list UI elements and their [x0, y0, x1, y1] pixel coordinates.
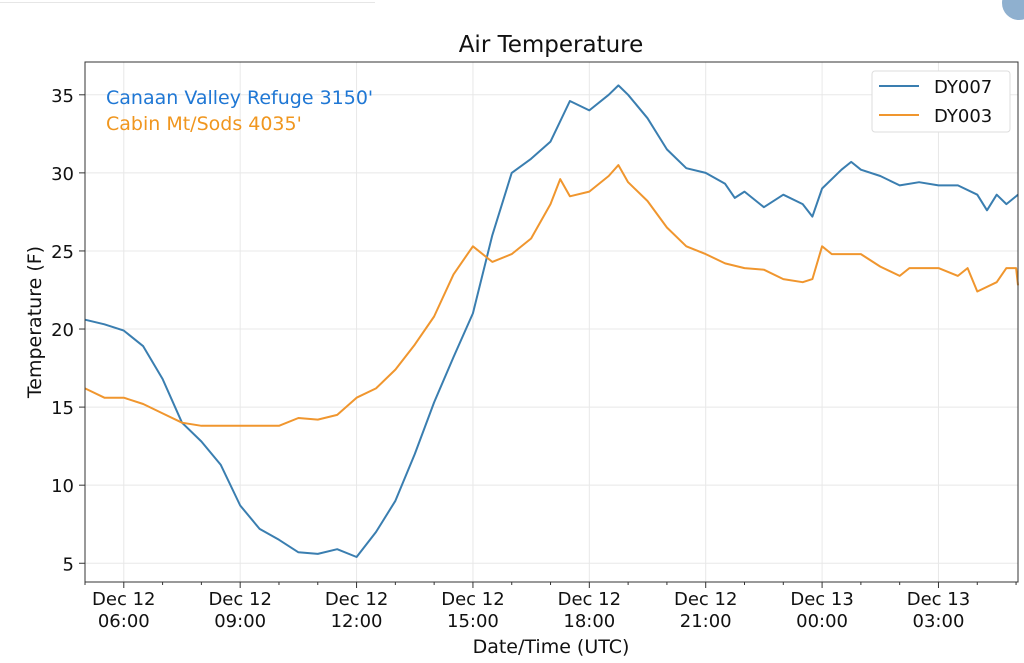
series-line-dy003	[84, 164, 1019, 427]
y-tick-label: 25	[51, 242, 74, 263]
x-tick-label-date: Dec 12	[674, 589, 737, 610]
legend-label-dy003: DY003	[934, 106, 992, 127]
x-axis-label: Date/Time (UTC)	[473, 636, 630, 658]
top-divider	[0, 2, 375, 3]
x-tick-label-date: Dec 13	[790, 589, 853, 610]
x-tick-label-time: 09:00	[214, 611, 266, 632]
x-tick-label-time: 00:00	[796, 611, 848, 632]
x-tick-label-date: Dec 12	[325, 589, 388, 610]
x-tick-label-time: 03:00	[913, 611, 965, 632]
y-axis-label: Temperature (F)	[24, 246, 46, 399]
annotation-cabin-mt: Cabin Mt/Sods 4035'	[106, 113, 302, 135]
series-lines	[84, 84, 1019, 558]
y-tick-label: 5	[63, 554, 74, 575]
legend: DY007 DY003	[871, 70, 1011, 133]
y-tick-label: 35	[51, 86, 74, 107]
corner-avatar	[1002, 0, 1024, 20]
y-tick-label: 20	[51, 320, 74, 341]
x-tick-label-date: Dec 12	[441, 589, 504, 610]
x-tick-label-time: 12:00	[331, 611, 383, 632]
x-tick-label-time: 06:00	[98, 611, 150, 632]
grid	[85, 62, 1018, 582]
x-tick-label-date: Dec 12	[208, 589, 271, 610]
x-tick-label-time: 21:00	[680, 611, 732, 632]
y-tick-label: 15	[51, 398, 74, 419]
x-tick-label-date: Dec 13	[907, 589, 970, 610]
y-tick-label: 10	[51, 476, 74, 497]
annotation-canaan-valley: Canaan Valley Refuge 3150'	[106, 87, 373, 109]
y-tick-label: 30	[51, 164, 74, 185]
x-tick-label-date: Dec 12	[558, 589, 621, 610]
x-tick-label-time: 18:00	[563, 611, 615, 632]
legend-label-dy007: DY007	[934, 77, 992, 98]
series-line-dy007	[84, 84, 1019, 558]
chart-title: Air Temperature	[459, 32, 644, 58]
x-tick-label-date: Dec 12	[92, 589, 155, 610]
x-tick-label-time: 15:00	[447, 611, 499, 632]
plot-frame	[84, 61, 1019, 583]
